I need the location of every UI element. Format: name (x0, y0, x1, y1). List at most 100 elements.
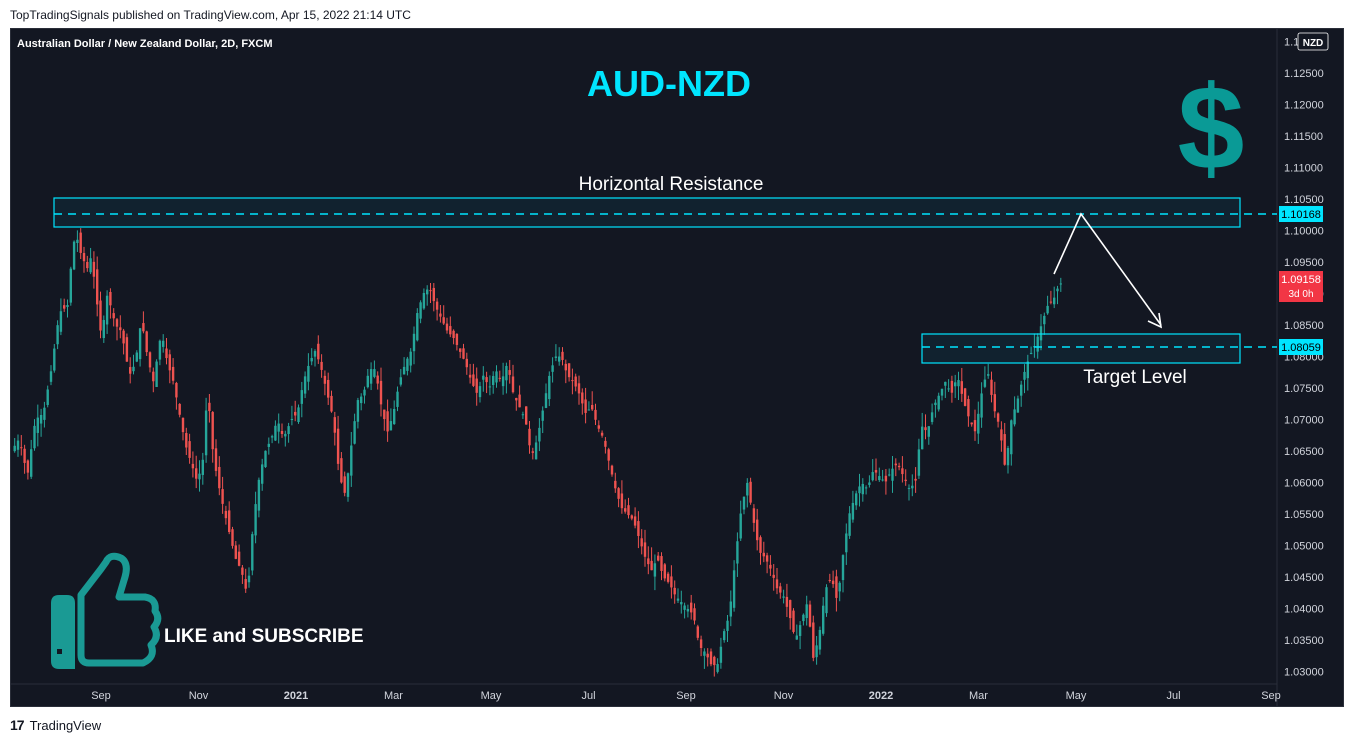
time-tick-label: Jul (1166, 690, 1180, 702)
candle-body (389, 421, 393, 431)
candle-body (907, 487, 911, 489)
candle-body (558, 356, 561, 362)
candle-body (386, 411, 389, 432)
candle-body (696, 626, 699, 638)
candle-body (1053, 297, 1056, 305)
candle-body (594, 409, 597, 420)
candle-body (693, 608, 696, 621)
candle-body (1023, 371, 1026, 380)
candle-body (838, 582, 841, 592)
candle-body (930, 412, 934, 422)
candle-body (323, 375, 327, 384)
candle-body (779, 586, 782, 593)
candle-body (23, 448, 26, 463)
candle-body (195, 468, 198, 479)
candle-body (891, 468, 894, 481)
candle-body (924, 427, 927, 431)
symbol-line: Australian Dollar / New Zealand Dollar, … (17, 38, 273, 50)
projection-path (1053, 212, 1162, 326)
candle-body (878, 476, 881, 481)
candle-body (224, 510, 228, 519)
price-tick-label: 1.09500 (1284, 257, 1324, 269)
price-tick-label: 1.11500 (1284, 131, 1323, 143)
candle-body (198, 473, 201, 480)
candle-body (742, 496, 746, 510)
candle-body (399, 377, 402, 385)
candle-body (653, 563, 657, 577)
candle-body (752, 508, 756, 523)
candle-body (261, 464, 264, 484)
candlestick-chart[interactable]: 1.03000 1.03500 1.04000 1.04500 1.05000 1.055… (11, 29, 1343, 706)
candle-series (13, 228, 1062, 677)
price-tick-label: 1.10000 (1284, 226, 1324, 238)
candle-body (495, 371, 498, 383)
candle-body (897, 465, 901, 468)
price-tick-label: 1.03000 (1284, 666, 1324, 678)
candle-body (465, 358, 468, 368)
candle-body (713, 656, 716, 666)
candle-body (376, 375, 379, 384)
candle-body (422, 292, 426, 309)
candle-body (805, 604, 808, 619)
candle-body (109, 291, 112, 306)
candle-body (921, 426, 924, 450)
candle-body (640, 538, 643, 547)
price-axis[interactable]: 1.03000 1.03500 1.04000 1.04500 1.05000 1.055… (1284, 37, 1324, 679)
candle-body (221, 489, 224, 504)
candle-body (475, 378, 478, 393)
footer-brand[interactable]: TradingView (29, 717, 102, 733)
candle-body (270, 436, 274, 438)
candle-body (208, 402, 211, 412)
candle-body (1049, 301, 1053, 303)
candle-body (541, 410, 544, 421)
candle-body (954, 382, 957, 387)
candle-body (706, 653, 709, 658)
price-tick-label: 1.03500 (1284, 635, 1324, 647)
chart-frame[interactable]: 1.03000 1.03500 1.04000 1.04500 1.05000 1.055… (10, 28, 1344, 707)
candle-body (373, 369, 376, 377)
candle-body (544, 393, 548, 408)
candle-body (676, 598, 680, 601)
target-price: 1.08059 (1281, 342, 1321, 354)
time-tick-label: Sep (676, 690, 696, 702)
candle-body (317, 343, 320, 360)
candle-body (690, 602, 693, 613)
candle-body (155, 361, 158, 387)
candle-body (112, 313, 115, 319)
candle-body (66, 305, 69, 308)
candle-body (300, 390, 303, 404)
candle-body (129, 367, 132, 374)
price-tick-label: 1.11000 (1284, 163, 1323, 175)
candle-body (310, 357, 313, 362)
candle-body (584, 399, 587, 413)
candle-body (251, 534, 254, 571)
candle-body (178, 404, 181, 415)
candle-body (125, 337, 129, 362)
candle-body (214, 448, 218, 471)
candle-body (765, 555, 769, 562)
candle-body (798, 625, 802, 636)
candle-body (597, 425, 600, 429)
candle-body (911, 485, 914, 489)
candle-body (1043, 315, 1046, 325)
candle-body (858, 486, 861, 494)
price-tick-label: 1.07500 (1284, 383, 1324, 395)
candle-body (591, 404, 594, 410)
candle-body (1000, 429, 1003, 441)
candle-body (785, 596, 789, 607)
candle-body (610, 465, 614, 475)
candle-body (970, 422, 973, 425)
candle-body (531, 451, 534, 453)
candle-body (769, 564, 772, 569)
candle-body (874, 470, 878, 473)
candle-body (439, 313, 442, 317)
candle-body (1029, 352, 1033, 354)
candle-body (119, 327, 122, 331)
candle-body (402, 366, 406, 375)
candle-body (426, 289, 429, 295)
candle-body (33, 425, 36, 449)
time-axis[interactable]: Sep Nov 2021 Mar May Jul Sep Nov 2022 Mar May Jul Se… (91, 690, 1281, 702)
candle-body (254, 504, 257, 536)
candle-body (72, 241, 76, 270)
candle-body (739, 513, 742, 539)
